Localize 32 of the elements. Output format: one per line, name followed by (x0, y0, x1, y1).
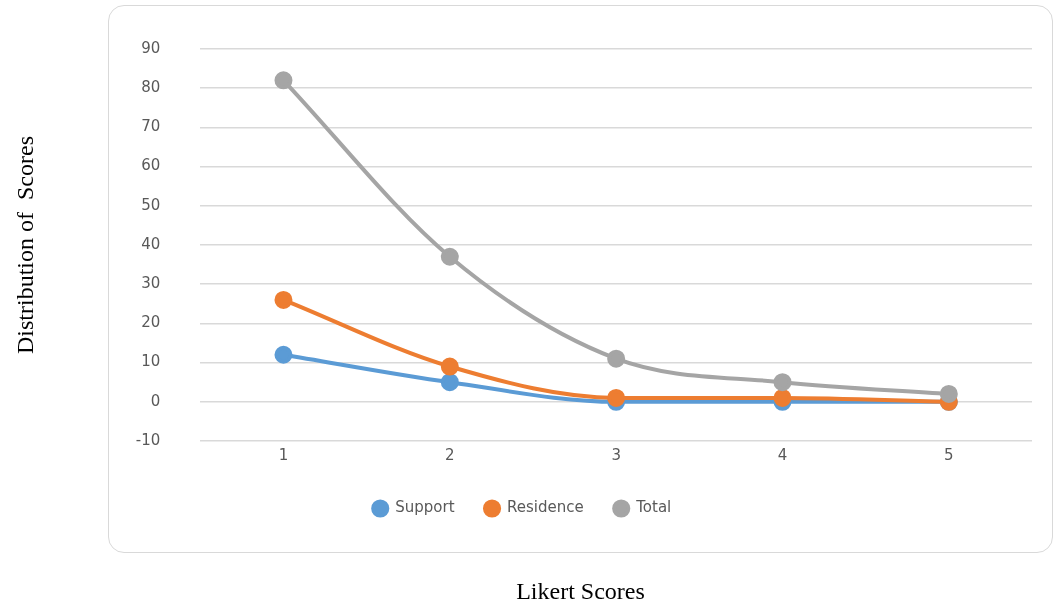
x-tick-label: 3 (611, 445, 621, 464)
legend-label: Support (395, 498, 455, 517)
y-tick-label: -10 (135, 430, 161, 449)
x-tick-label: 2 (445, 445, 455, 464)
legend-label: Residence (507, 498, 584, 517)
y-tick-label: 60 (141, 156, 161, 175)
point (773, 388, 792, 407)
legend-label: Total (635, 498, 672, 517)
x-tick-label: 5 (944, 445, 954, 464)
point (607, 349, 626, 368)
point (274, 290, 293, 309)
x-axis-title: Likert Scores (515, 578, 646, 605)
point (773, 373, 792, 392)
y-tick-label: 20 (141, 313, 161, 332)
y-tick-label: 50 (141, 195, 161, 214)
y-tick-label: 10 (141, 352, 161, 371)
point (440, 373, 459, 392)
point (274, 71, 293, 90)
point (607, 388, 626, 407)
point (440, 247, 459, 266)
y-axis-title: Distribution of Scores (11, 136, 38, 354)
x-tick-label: 1 (278, 445, 289, 464)
y-tick-label: 30 (141, 274, 161, 293)
point (440, 357, 459, 376)
y-tick-label: 40 (141, 234, 161, 253)
point (939, 384, 958, 403)
y-tick-label: 0 (150, 391, 161, 410)
y-tick-label: 90 (141, 38, 161, 57)
point (274, 345, 293, 364)
x-tick-label: 4 (777, 445, 788, 464)
y-tick-label: 80 (141, 78, 161, 97)
y-tick-label: 70 (141, 117, 161, 136)
